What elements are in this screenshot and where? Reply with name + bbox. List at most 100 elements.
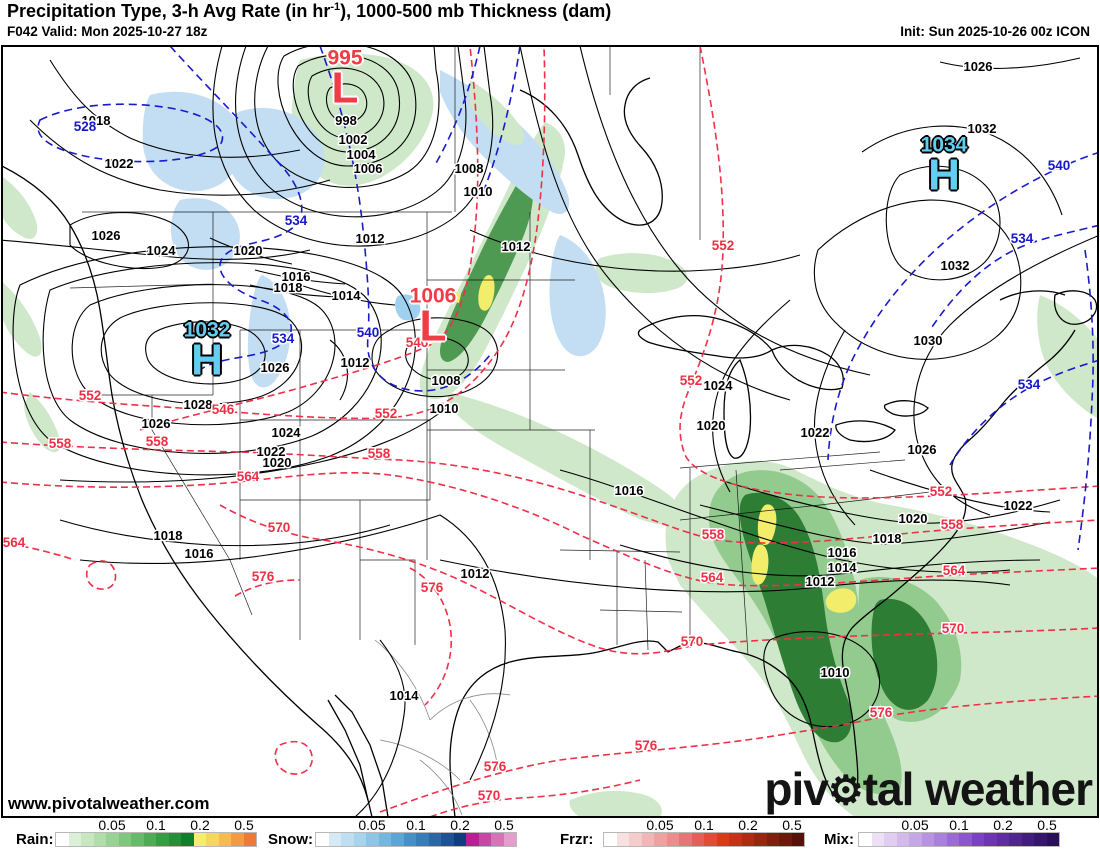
contour-label: 1012: [341, 355, 370, 370]
legend-swatch: [1009, 833, 1022, 846]
contour-label: 1022: [257, 444, 286, 459]
legend-swatch: [996, 833, 1009, 846]
contour-label: 1010: [430, 401, 459, 416]
legend-swatch: [453, 833, 466, 846]
contour-label: 576: [870, 705, 893, 720]
legend-label: Mix:: [824, 831, 854, 848]
thickness-contours-warm: [2, 46, 1098, 817]
contour-label: 552: [375, 406, 398, 421]
contour-label: 558: [368, 446, 391, 461]
contour-label: 1026: [92, 228, 121, 243]
contour-label: 1016: [185, 546, 214, 561]
legend-swatch: [341, 833, 354, 846]
legend-swatch: [741, 833, 754, 846]
legend-label: Rain:: [16, 831, 54, 848]
legend-swatch: [353, 833, 366, 846]
legend-tick: 0.1: [949, 817, 969, 833]
contour-label: 546: [212, 402, 235, 417]
legend-swatch: [206, 833, 219, 846]
legend-swatch: [679, 833, 692, 846]
map-title: Precipitation Type, 3-h Avg Rate (in hr-…: [7, 1, 612, 21]
pressure-letter: H: [928, 150, 960, 200]
legend-swatch: [704, 833, 717, 846]
contour-label: 1010: [821, 665, 850, 680]
contour-label: 1010: [464, 184, 493, 199]
contour-label: 534: [1018, 377, 1041, 392]
legend-tick: 0.1: [694, 817, 714, 833]
contour-label: 558: [146, 434, 169, 449]
contour-label: 534: [1011, 231, 1034, 246]
contour-label: 540: [357, 325, 380, 340]
contour-label: 1024: [272, 425, 302, 440]
legend-swatch: [391, 833, 404, 846]
contour-label: 1024: [704, 378, 734, 393]
legend-swatch: [871, 833, 884, 846]
contour-label: 558: [702, 527, 725, 542]
legend-swatch: [921, 833, 934, 846]
contour-label: 576: [252, 569, 275, 584]
pressure-letter: H: [191, 335, 223, 385]
legend-label: Frzr:: [560, 831, 594, 848]
pressure-letter: L: [331, 63, 359, 113]
header: Precipitation Type, 3-h Avg Rate (in hr-…: [0, 0, 1100, 45]
legend-tick: 0.5: [494, 817, 514, 833]
contour-label: 558: [49, 436, 72, 451]
legend-swatch: [143, 833, 156, 846]
legend-tick: 0.05: [358, 817, 386, 833]
contour-label: 552: [680, 373, 703, 388]
contour-label: 1026: [964, 59, 993, 74]
legend-swatch: [754, 833, 767, 846]
legend-swatch: [416, 833, 429, 846]
contour-label: 552: [712, 238, 735, 253]
contour-label: 1018: [274, 280, 303, 295]
pressure-value: 1006: [409, 284, 457, 308]
contour-label: 570: [268, 520, 291, 535]
contour-label: 558: [941, 517, 964, 532]
contour-label: 564: [701, 570, 724, 585]
contour-label: 1012: [461, 566, 490, 581]
legend-swatch: [666, 833, 679, 846]
legend-label: Snow:: [268, 831, 313, 848]
contour-label: 1030: [914, 333, 943, 348]
contour-label: 570: [681, 634, 704, 649]
contour-label: 1022: [801, 425, 830, 440]
legend-swatch: [859, 833, 872, 846]
legend-swatch: [959, 833, 972, 846]
legend-swatch: [791, 833, 804, 846]
contour-label: 1020: [899, 511, 928, 526]
legend-swatch: [503, 833, 516, 846]
legend-tick: 0.05: [98, 817, 126, 833]
legend-tick: 0.2: [450, 817, 470, 833]
legend-swatch: [218, 833, 231, 846]
contour-label: 576: [484, 759, 507, 774]
contour-label: 1008: [455, 161, 484, 176]
legend-tick: 0.5: [234, 817, 254, 833]
legend-swatch: [378, 833, 391, 846]
contour-label: 1020: [234, 243, 263, 258]
legend-colorbar: [315, 832, 517, 847]
contour-label: 1002: [339, 132, 368, 147]
contour-label: 576: [635, 738, 658, 753]
legend-swatch: [316, 833, 329, 846]
contour-label: 552: [79, 388, 102, 403]
legend-swatch: [779, 833, 792, 846]
legend-swatch: [156, 833, 169, 846]
contour-label: 564: [943, 563, 966, 578]
contour-label: 1018: [82, 113, 111, 128]
legend-swatch: [729, 833, 742, 846]
high-pressure-center: 1034 H: [920, 133, 968, 200]
contour-label: 1018: [873, 531, 902, 546]
pressure-value: 1034: [920, 133, 968, 157]
legend-tick: 0.1: [406, 817, 426, 833]
contour-label: 1022: [105, 156, 134, 171]
legend-tick: 0.2: [993, 817, 1013, 833]
pressure-value: 1032: [183, 318, 231, 342]
contour-label: 528: [74, 119, 97, 134]
legend-tick: 0.2: [190, 817, 210, 833]
contour-label: 1018: [154, 528, 183, 543]
legend-swatch: [366, 833, 379, 846]
legend-swatch: [909, 833, 922, 846]
legend-swatch: [629, 833, 642, 846]
legend-swatch: [466, 833, 479, 846]
